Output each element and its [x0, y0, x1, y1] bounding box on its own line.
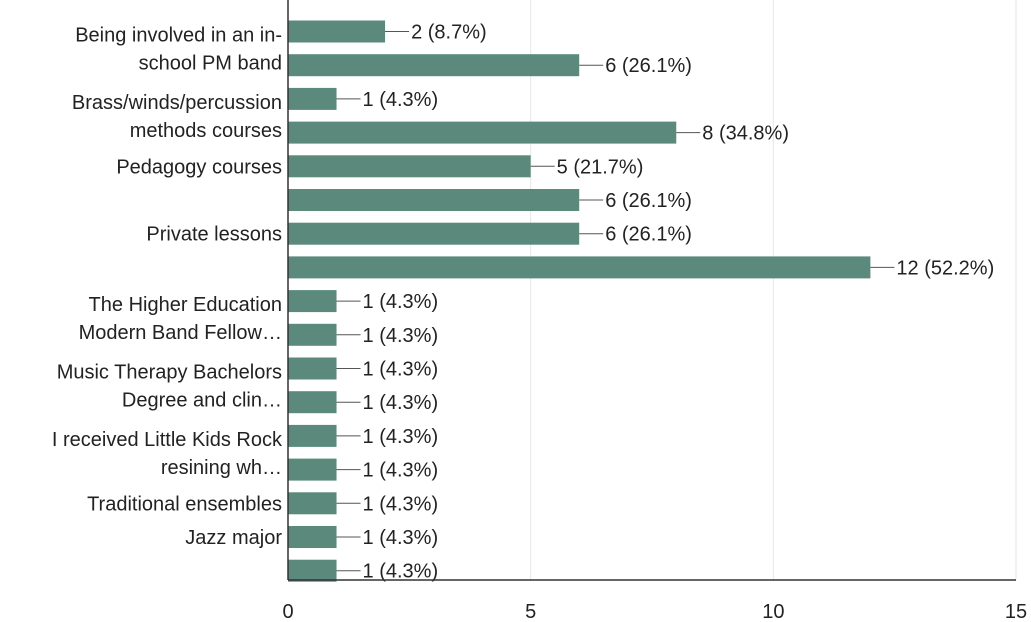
bar	[288, 256, 871, 279]
bar	[288, 492, 337, 515]
bar	[288, 458, 337, 481]
category-label: Pedagogy courses	[116, 156, 282, 178]
data-label: 1 (4.3%)	[363, 89, 439, 111]
data-label: 1 (4.3%)	[363, 460, 439, 482]
bar	[288, 559, 337, 582]
category-label: Brass/winds/percussion methods courses	[72, 92, 282, 142]
data-label: 1 (4.3%)	[363, 291, 439, 313]
bar	[288, 391, 337, 414]
category-label: I received Little Kids Rock resining wh…	[52, 429, 283, 479]
x-tick-labels: 0 5 10 15	[282, 601, 1027, 622]
bar	[288, 54, 580, 77]
bar	[288, 323, 337, 346]
data-label: 12 (52.2%)	[896, 257, 994, 279]
bar	[288, 189, 580, 211]
bar	[288, 87, 337, 110]
data-label: 1 (4.3%)	[363, 561, 439, 583]
category-label: The Higher Education Modern Band Fellow…	[79, 294, 282, 344]
bar	[288, 121, 677, 144]
x-tick-label: 0	[282, 601, 293, 622]
x-tick-label: 15	[1005, 601, 1027, 622]
axes	[287, 0, 1016, 581]
bar	[288, 424, 337, 447]
data-label: 8 (34.8%)	[702, 123, 789, 145]
data-label: 1 (4.3%)	[363, 527, 439, 549]
bar	[288, 222, 580, 245]
data-label: 1 (4.3%)	[363, 325, 439, 347]
gridlines	[530, 0, 1017, 580]
data-label: 5 (21.7%)	[557, 156, 644, 178]
category-labels: Being involved in an in-school PM band Br…	[52, 24, 283, 549]
bar	[288, 155, 531, 178]
x-tick-label: 5	[525, 601, 536, 622]
bar	[288, 357, 337, 380]
category-label: Traditional ensembles	[87, 493, 282, 515]
category-label: Jazz major	[185, 527, 282, 549]
data-label: 6 (26.1%)	[605, 190, 692, 212]
data-label: 6 (26.1%)	[605, 224, 692, 246]
category-label: Private lessons	[146, 224, 282, 246]
data-label: 1 (4.3%)	[363, 426, 439, 448]
category-label: Being involved in an in-school PM band	[75, 24, 282, 74]
value-labels: 2 (8.7%) 6 (26.1%) 1 (4.3%) 8 (34.8%) 5 (21.…	[363, 22, 995, 583]
data-label: 1 (4.3%)	[363, 392, 439, 414]
bars	[288, 20, 871, 582]
bar	[288, 526, 337, 548]
data-label: 6 (26.1%)	[605, 55, 692, 77]
data-label: 1 (4.3%)	[363, 359, 439, 381]
category-label: Music Therapy Bachelors Degree and clin…	[57, 361, 282, 411]
data-label: 1 (4.3%)	[363, 493, 439, 515]
bar	[288, 20, 386, 43]
bar	[288, 290, 337, 313]
label-leaders	[336, 31, 895, 572]
x-tick-label: 10	[762, 601, 784, 622]
data-label: 2 (8.7%)	[411, 22, 487, 44]
